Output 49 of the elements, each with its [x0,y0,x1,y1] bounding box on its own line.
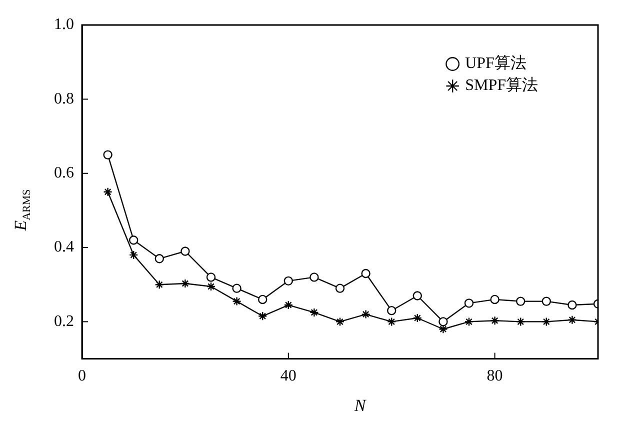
y-tick-label: 0.6 [54,164,74,182]
point [206,282,216,292]
point [335,284,345,293]
point [387,317,396,326]
point [103,150,112,160]
point [490,294,500,304]
point [258,294,268,304]
point [568,300,577,310]
point [154,254,164,264]
point [284,300,293,310]
point [129,236,138,245]
point [490,316,500,326]
point [438,317,448,326]
point [129,250,138,260]
x-axis-title: N [354,396,366,416]
point [438,324,448,334]
point [284,276,293,286]
point [335,317,345,326]
point [310,272,319,282]
point [542,296,551,306]
point [464,317,474,326]
legend-label: SMPF算法 [465,76,538,94]
point [516,317,526,326]
point [180,246,190,256]
point [310,308,319,318]
point [258,312,268,321]
y-tick-label: 0.2 [54,312,74,330]
point [464,298,474,308]
point [232,296,242,306]
point [516,296,526,306]
point [361,268,370,278]
x-tick-label: 80 [486,368,503,385]
point [206,272,216,282]
point [361,310,370,319]
point [412,313,422,323]
x-tick-label: 40 [280,368,296,385]
point [154,280,164,290]
y-tick-label: 1.0 [54,16,74,34]
point [568,315,577,324]
point [542,317,551,326]
point [180,278,190,288]
point [232,284,242,293]
point [387,306,396,316]
legend-label: UPF算法 [465,54,526,72]
point [412,291,422,300]
y-tick-label: 0.4 [54,238,74,256]
y-tick-label: 0.8 [54,90,74,108]
x-tick-label: 0 [78,368,86,385]
point [103,187,112,196]
